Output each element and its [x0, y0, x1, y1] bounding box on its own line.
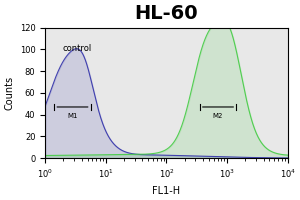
Text: M2: M2	[213, 113, 223, 119]
Title: HL-60: HL-60	[135, 4, 198, 23]
Text: control: control	[62, 44, 92, 53]
X-axis label: FL1-H: FL1-H	[152, 186, 181, 196]
Y-axis label: Counts: Counts	[4, 76, 14, 110]
Text: M1: M1	[67, 113, 78, 119]
